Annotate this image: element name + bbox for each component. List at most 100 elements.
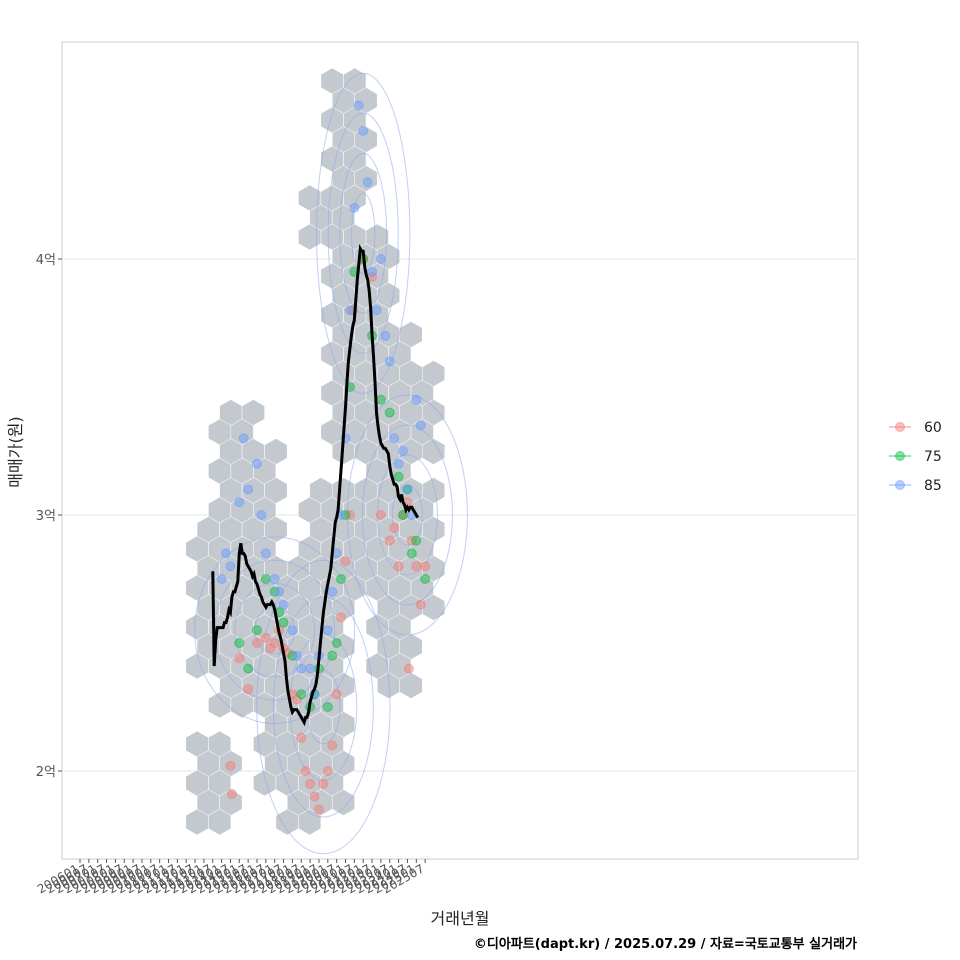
contour-line	[339, 152, 388, 314]
point-85	[291, 650, 302, 661]
point-60	[269, 638, 280, 648]
point-85	[380, 330, 391, 341]
point-85	[367, 266, 378, 277]
point-85	[362, 177, 373, 188]
contour-line	[376, 454, 438, 576]
hex-bin	[422, 594, 446, 621]
legend-key-dot	[895, 480, 905, 490]
hex-bin	[331, 789, 355, 816]
point-85	[287, 625, 298, 636]
point-75	[420, 574, 431, 584]
point-85	[393, 458, 404, 469]
point-60	[389, 522, 400, 533]
contour-line	[346, 394, 468, 636]
point-60	[305, 778, 316, 789]
point-85	[243, 484, 254, 495]
contour-line	[256, 559, 391, 855]
point-85	[344, 305, 355, 316]
point-60	[243, 684, 254, 695]
x-axis-title: 거래년월	[431, 909, 490, 928]
density-contours	[194, 72, 468, 855]
y-tick-label: 2억	[36, 765, 56, 780]
point-85	[349, 202, 360, 213]
hex-bin	[422, 438, 446, 465]
point-85	[322, 625, 333, 636]
point-85	[278, 599, 289, 610]
y-tick-label: 4억	[36, 253, 56, 268]
point-85	[402, 484, 413, 495]
contour-line	[316, 72, 411, 394]
grid-lines	[62, 258, 858, 772]
legend-label: 75	[924, 449, 942, 465]
point-75	[375, 394, 386, 405]
point-85	[225, 561, 236, 572]
hex-bin	[320, 730, 344, 758]
point-60	[420, 561, 431, 572]
point-75	[322, 702, 333, 712]
point-60	[225, 760, 236, 771]
point-60	[260, 632, 271, 643]
point-75	[252, 625, 262, 636]
point-60	[403, 663, 414, 674]
point-75	[234, 638, 245, 648]
point-60	[375, 510, 386, 520]
y-tick-label: 3억	[36, 509, 56, 524]
legend-key-dot	[895, 422, 905, 432]
point-60	[226, 789, 237, 800]
point-85	[411, 394, 422, 405]
legend-label: 85	[924, 478, 942, 494]
point-85	[296, 663, 307, 674]
point-85	[353, 100, 364, 111]
point-60	[393, 561, 404, 572]
plot-panel	[61, 41, 859, 860]
point-75	[278, 617, 289, 628]
hex-bin	[298, 496, 322, 524]
point-60	[411, 561, 422, 572]
point-85	[384, 356, 395, 367]
caption: ©디아파트(dapt.kr) / 2025.07.29 / 자료=국토교통부 실…	[474, 936, 857, 952]
point-60	[322, 766, 333, 776]
contour-line	[361, 424, 453, 606]
point-75	[296, 689, 307, 700]
point-75	[243, 663, 254, 674]
point-85	[238, 433, 249, 444]
point-60	[313, 804, 324, 815]
point-60	[327, 740, 338, 751]
hex-bin	[208, 808, 232, 836]
point-85	[256, 510, 267, 520]
hex-bin	[298, 223, 322, 251]
trend-line	[211, 243, 420, 727]
point-85	[389, 433, 400, 444]
point-85	[269, 574, 280, 584]
point-85	[221, 548, 232, 559]
point-60	[336, 612, 347, 623]
point-60	[252, 638, 262, 648]
y-axis-ticks: 2억 3억 4억	[36, 253, 62, 780]
point-75	[393, 471, 404, 482]
point-75	[331, 638, 342, 648]
legend-label: 60	[924, 420, 942, 436]
point-60	[300, 766, 311, 776]
hex-bin	[275, 574, 299, 602]
contour-line	[272, 596, 374, 818]
point-60	[415, 599, 426, 610]
point-85	[375, 254, 386, 264]
point-85	[234, 497, 245, 508]
y-axis-title: 매매가(원)	[6, 416, 25, 487]
point-75	[327, 650, 338, 661]
data-points	[216, 100, 431, 815]
point-60	[296, 732, 307, 743]
point-75	[384, 407, 395, 418]
contour-line	[194, 536, 356, 725]
contour-line	[351, 192, 376, 274]
point-60	[309, 791, 320, 802]
point-60	[318, 778, 329, 789]
trend-path	[211, 243, 420, 727]
point-85	[358, 126, 369, 136]
point-60	[384, 535, 395, 546]
point-75	[336, 574, 347, 584]
point-75	[260, 574, 271, 584]
legend: 60 75 85	[889, 420, 942, 494]
hex-bin	[343, 184, 367, 212]
